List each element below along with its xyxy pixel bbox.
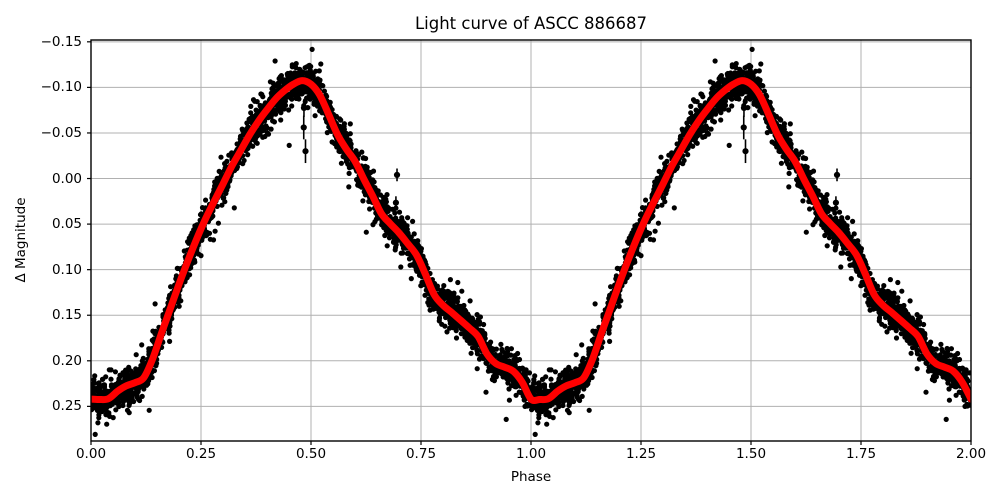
- x-tick-label: 1.50: [735, 446, 767, 462]
- y-tick-label: −0.05: [40, 124, 82, 141]
- y-tick-label: 0.20: [51, 352, 82, 369]
- x-tick-label: 1.75: [845, 446, 877, 462]
- x-tick-label: 0.75: [405, 446, 437, 462]
- x-tick-label: 2.00: [955, 446, 987, 462]
- x-tick-label: 0.50: [295, 446, 327, 462]
- x-axis-label: Phase: [510, 469, 552, 485]
- y-tick-label: 0.25: [51, 398, 82, 415]
- y-tick-label: 0.00: [51, 170, 82, 187]
- y-axis-label: Δ Magnitude: [13, 197, 29, 283]
- x-tick-label: 1.00: [515, 446, 547, 462]
- smoothed-curve: [91, 77, 971, 405]
- x-tick-label: 0.00: [75, 446, 107, 462]
- chart-title: Light curve of ASCC 886687: [414, 14, 648, 33]
- x-tick-label: 0.25: [185, 446, 217, 462]
- y-tick-label: 0.10: [51, 261, 82, 278]
- x-tick-label: 1.25: [625, 446, 657, 462]
- errorbar-points: [300, 98, 841, 210]
- y-tick-label: −0.10: [40, 79, 82, 96]
- y-tick-label: −0.15: [40, 33, 82, 50]
- y-tick-label: 0.15: [51, 307, 82, 324]
- y-tick-label: 0.05: [51, 216, 82, 233]
